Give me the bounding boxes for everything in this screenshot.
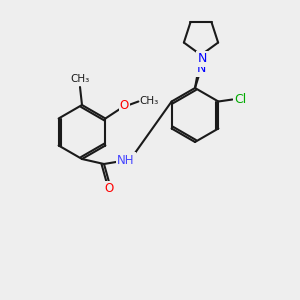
- Text: N: N: [196, 62, 206, 76]
- Text: NH: NH: [117, 154, 135, 166]
- Text: CH₃: CH₃: [70, 74, 90, 84]
- Text: O: O: [104, 182, 114, 196]
- Text: Cl: Cl: [234, 93, 247, 106]
- Text: O: O: [120, 99, 129, 112]
- Text: N: N: [197, 52, 207, 65]
- Text: CH₃: CH₃: [140, 97, 159, 106]
